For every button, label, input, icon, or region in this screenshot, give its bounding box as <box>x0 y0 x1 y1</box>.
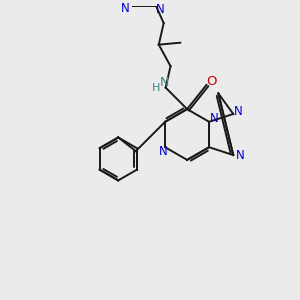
Text: N: N <box>236 148 244 162</box>
Text: N: N <box>160 76 169 89</box>
Text: N: N <box>234 104 242 118</box>
Text: N: N <box>121 2 130 15</box>
Text: N: N <box>210 112 218 125</box>
Text: N: N <box>155 3 164 16</box>
Text: H: H <box>152 82 160 93</box>
Text: N: N <box>159 145 167 158</box>
Text: O: O <box>206 75 217 88</box>
